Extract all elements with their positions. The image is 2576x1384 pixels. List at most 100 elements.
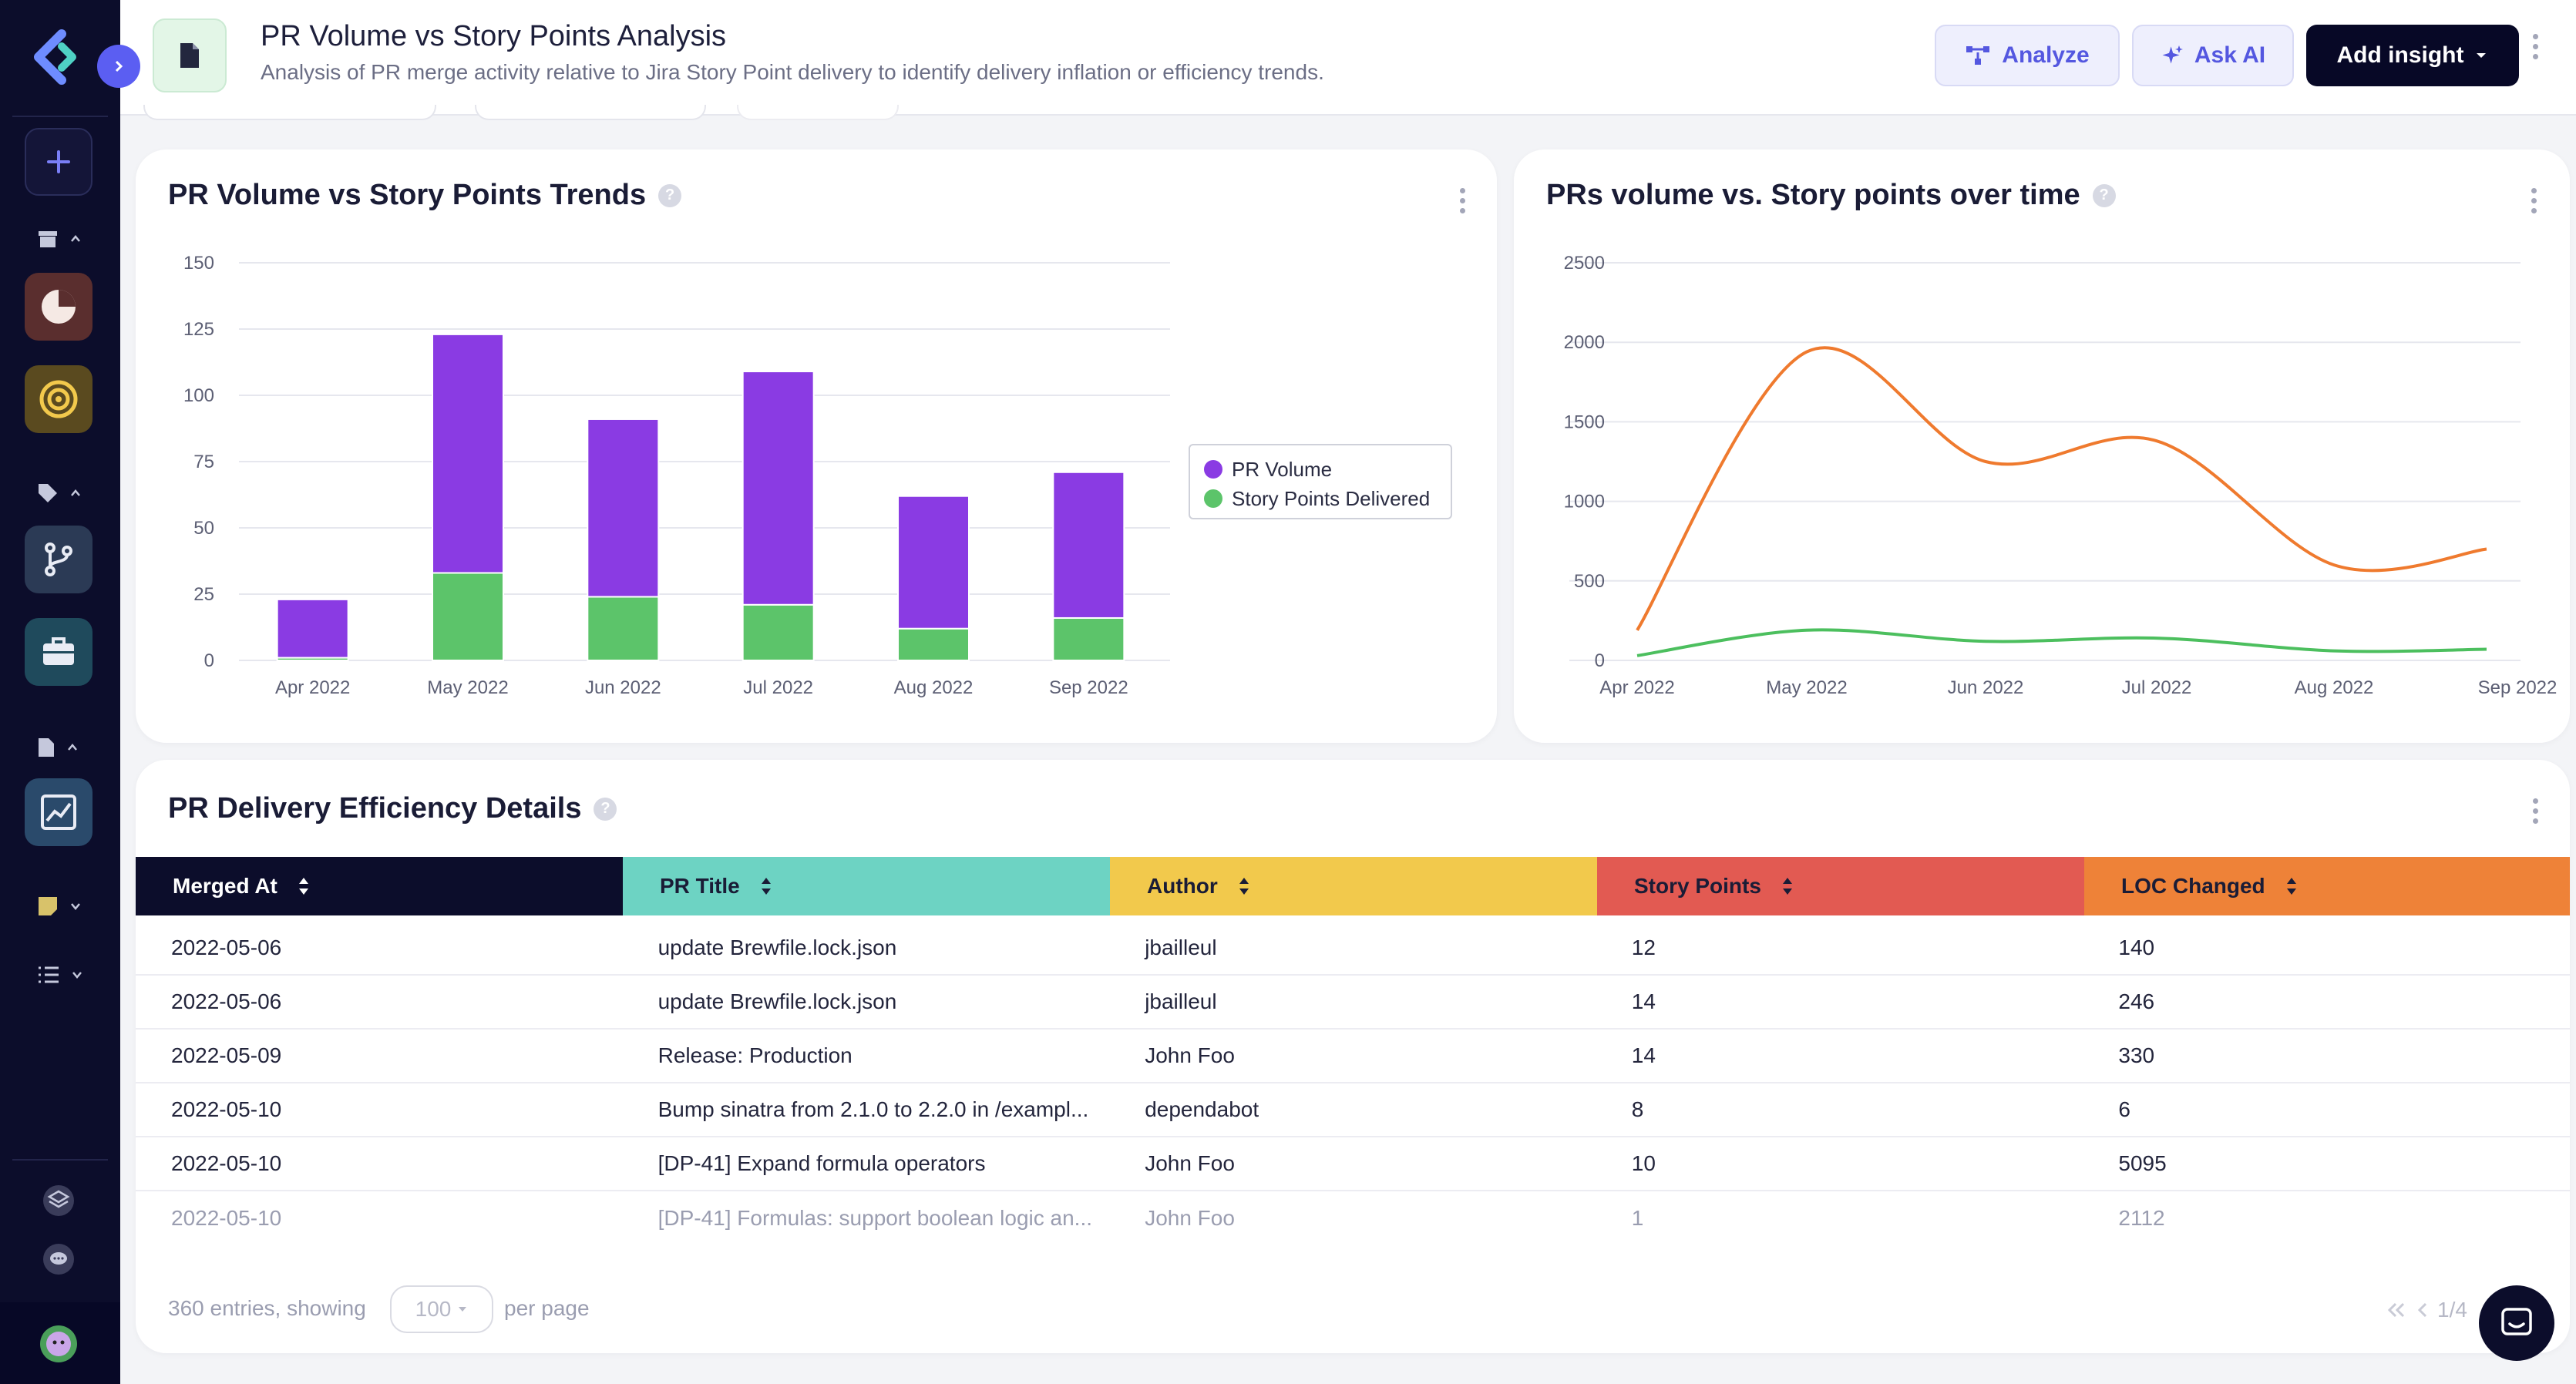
- sidebar-item-analysis[interactable]: [25, 778, 92, 846]
- bar-chart-more-icon[interactable]: [1460, 188, 1466, 218]
- y-tick-label: 150: [183, 253, 214, 274]
- sidebar-section-archive[interactable]: [37, 228, 82, 250]
- page-indicator: 1/4: [2437, 1298, 2467, 1322]
- bar-chart-title-text: PR Volume vs Story Points Trends: [168, 179, 647, 211]
- table-row[interactable]: 2022-05-10 [DP-41] Formulas: support boo…: [136, 1191, 2570, 1245]
- avatar[interactable]: [39, 1324, 79, 1364]
- add-insight-button[interactable]: Add insight: [2306, 25, 2519, 86]
- table-more-icon[interactable]: [2533, 798, 2539, 828]
- line-series-story-points: [1636, 628, 2487, 657]
- bar-pr-volume: [432, 333, 504, 574]
- sidebar-section-tags[interactable]: [37, 482, 82, 504]
- column-label: Merged At: [173, 874, 277, 898]
- sidebar-item-goals[interactable]: [25, 365, 92, 433]
- y-tick-label: 50: [193, 518, 214, 539]
- y-tick-label: 500: [1574, 571, 1605, 592]
- x-tick-label: Apr 2022: [1599, 677, 1674, 698]
- create-button[interactable]: [25, 128, 92, 196]
- line-series-pr-volume: [1636, 346, 2487, 631]
- line-chart-more-icon[interactable]: [2531, 188, 2537, 218]
- column-header-author[interactable]: Author: [1110, 857, 1597, 915]
- per-page-select[interactable]: 100: [390, 1285, 493, 1333]
- help-icon[interactable]: ?: [594, 797, 617, 821]
- column-header-loc-changed[interactable]: LOC Changed: [2084, 857, 2570, 915]
- cell-merged-at: 2022-05-06: [171, 936, 282, 959]
- page-more-icon[interactable]: [2533, 34, 2539, 64]
- x-tick-label: Jun 2022: [1948, 677, 2024, 698]
- chat-icon: [2501, 1308, 2532, 1335]
- previous-page-icon[interactable]: [2416, 1301, 2430, 1319]
- layers-button[interactable]: [42, 1184, 76, 1218]
- sidebar-section-docs[interactable]: [37, 737, 79, 758]
- bar-chart: 0 25 50 75 100 125 150 Apr 2022 May 2022 Jun 2022…: [183, 253, 1170, 698]
- x-tick-label: Aug 2022: [2295, 677, 2374, 698]
- git-branch-icon: [45, 543, 72, 576]
- sidebar-section-lists[interactable]: [37, 965, 83, 985]
- table-row[interactable]: 2022-05-06 update Brewfile.lock.json jba…: [136, 976, 2570, 1030]
- entries-count: 360 entries, showing: [168, 1296, 366, 1320]
- chevron-up-icon: [71, 489, 80, 496]
- help-icon[interactable]: ?: [658, 183, 682, 207]
- x-tick-label: Aug 2022: [894, 677, 974, 698]
- cell-merged-at: 2022-05-10: [171, 1097, 282, 1121]
- ask-ai-label: Ask AI: [2194, 42, 2266, 68]
- chevron-up-icon: [68, 744, 77, 751]
- first-page-icon[interactable]: [2385, 1301, 2408, 1319]
- tab-strip: [143, 105, 914, 120]
- analyze-label: Analyze: [2002, 42, 2090, 68]
- add-insight-label: Add insight: [2336, 42, 2464, 68]
- cell-pr-title: update Brewfile.lock.json: [657, 936, 897, 959]
- sparkle-icon: [2162, 45, 2183, 64]
- y-tick-label: 1000: [1564, 492, 1605, 512]
- sidebar: [0, 0, 120, 1384]
- app-logo[interactable]: [31, 29, 86, 85]
- table-title-text: PR Delivery Efficiency Details: [168, 792, 582, 825]
- table-row[interactable]: 2022-05-06 update Brewfile.lock.json jba…: [136, 922, 2570, 976]
- cell-loc-changed: 6: [2118, 1097, 2130, 1121]
- cell-author: John Foo: [1145, 1043, 1235, 1067]
- legend-label-pr-volume: PR Volume: [1232, 457, 1333, 481]
- column-header-merged-at[interactable]: Merged At: [136, 857, 623, 915]
- cell-merged-at: 2022-05-09: [171, 1043, 282, 1067]
- cell-story-points: 8: [1631, 1097, 1644, 1121]
- table-title: PR Delivery Efficiency Details ?: [168, 792, 617, 825]
- bar-pr-volume: [1052, 471, 1125, 619]
- page-header: PR Volume vs Story Points Analysis Analy…: [120, 0, 2576, 116]
- x-tick-label: Jun 2022: [585, 677, 661, 698]
- sidebar-item-git[interactable]: [25, 526, 92, 593]
- table-row[interactable]: 2022-05-09 Release: Production John Foo …: [136, 1030, 2570, 1083]
- line-chart-title: PRs volume vs. Story points over time ?: [1546, 179, 2116, 212]
- cell-pr-title: Release: Production: [657, 1043, 853, 1067]
- table-row[interactable]: 2022-05-10 [DP-41] Expand formula operat…: [136, 1137, 2570, 1191]
- ask-ai-button[interactable]: Ask AI: [2132, 25, 2294, 86]
- help-icon[interactable]: ?: [2092, 183, 2116, 207]
- y-tick-label: 125: [183, 319, 214, 340]
- analyze-button[interactable]: Analyze: [1935, 25, 2120, 86]
- cell-author: jbailleul: [1145, 936, 1217, 959]
- cell-story-points: 10: [1631, 1151, 1656, 1175]
- column-header-story-points[interactable]: Story Points: [1597, 857, 2084, 915]
- messages-button[interactable]: [42, 1242, 76, 1276]
- line-chart-card: PRs volume vs. Story points over time ?: [1514, 149, 2570, 743]
- list-icon: [39, 966, 59, 983]
- legend-label-story-points: Story Points Delivered: [1232, 486, 1431, 510]
- chevron-down-icon: [71, 903, 80, 910]
- sidebar-divider: [12, 116, 108, 117]
- sidebar-item-reports[interactable]: [25, 273, 92, 341]
- expand-sidebar-button[interactable]: [97, 45, 140, 88]
- document-icon: [39, 738, 54, 757]
- support-chat-button[interactable]: [2479, 1285, 2554, 1361]
- pr-volume-swatch: [1204, 460, 1222, 479]
- page-subtitle: Analysis of PR merge activity relative t…: [261, 60, 1324, 84]
- legend-item-story-points: Story Points Delivered: [1204, 484, 1451, 513]
- sidebar-item-portfolio[interactable]: [25, 618, 92, 686]
- story-points-swatch: [1204, 489, 1222, 508]
- table-row[interactable]: 2022-05-10 Bump sinatra from 2.1.0 to 2.…: [136, 1083, 2570, 1137]
- sidebar-section-notes[interactable]: [37, 895, 82, 917]
- x-tick-label: Apr 2022: [275, 677, 350, 698]
- column-header-pr-title[interactable]: PR Title: [623, 857, 1110, 915]
- chevron-down-icon: [72, 972, 82, 979]
- cell-story-points: 14: [1631, 989, 1656, 1013]
- cell-story-points: 14: [1631, 1043, 1656, 1067]
- chevron-right-icon: [115, 60, 123, 72]
